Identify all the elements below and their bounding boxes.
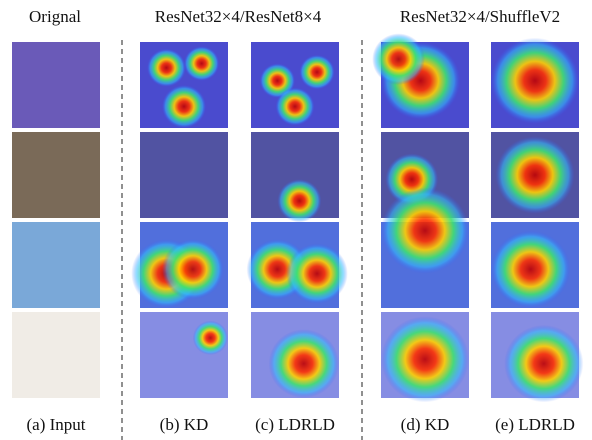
image-cell	[381, 312, 469, 402]
heatmap-spot	[193, 321, 228, 355]
image-cell	[140, 132, 228, 218]
captions: (a) Input (b) KD (c) LDRLD (d) KD (e) LDRLD	[26, 415, 574, 434]
image-cell	[12, 312, 100, 398]
image	[12, 42, 100, 128]
image-cell	[247, 222, 348, 308]
heatmap-base	[140, 132, 228, 218]
caption: (c) LDRLD	[255, 415, 335, 434]
image-cell	[491, 222, 579, 308]
heatmap-spot	[162, 85, 206, 128]
image-cell	[12, 222, 100, 308]
heatmap-spot	[269, 329, 339, 398]
heatmap-spot	[491, 231, 570, 308]
page: Orignal ResNet32×4/ResNet8×4 ResNet32×4/…	[0, 0, 592, 440]
header: Orignal	[29, 7, 81, 26]
caption: (d) KD	[401, 415, 450, 434]
figure: Orignal ResNet32×4/ResNet8×4 ResNet32×4/…	[0, 0, 592, 440]
image	[12, 132, 100, 218]
image	[12, 222, 100, 308]
image-cell	[491, 38, 579, 128]
heatmap-spot	[277, 179, 321, 222]
heatmap-spot	[162, 239, 224, 299]
caption: (e) LDRLD	[495, 415, 575, 434]
heatmap-spot	[504, 325, 583, 402]
image-cell	[491, 132, 579, 218]
heatmap-spot	[147, 49, 186, 87]
image-cell	[251, 312, 339, 398]
image-cell	[491, 312, 583, 402]
image-cell	[140, 312, 228, 398]
image	[12, 312, 100, 398]
heatmap-spot	[495, 136, 574, 213]
image-cell	[251, 132, 339, 222]
image-cell	[251, 42, 339, 128]
heatmap-spot	[372, 33, 425, 85]
header: ResNet32×4/ResNet8×4	[155, 7, 322, 26]
image-cell	[140, 42, 228, 128]
image-grid	[12, 33, 583, 402]
caption: (b) KD	[160, 415, 209, 434]
image-cell	[131, 222, 228, 308]
heatmap-spot	[299, 55, 334, 89]
heatmap-spot	[381, 316, 469, 402]
heatmap-spot	[491, 38, 579, 124]
image-cell	[372, 33, 469, 128]
image-cell	[12, 42, 100, 128]
heatmap-spot	[286, 244, 348, 304]
heatmap-spot	[184, 46, 219, 80]
image-cell	[381, 188, 469, 308]
image-cell	[12, 132, 100, 218]
heatmap-spot	[276, 88, 315, 126]
caption: (a) Input	[26, 415, 85, 434]
header: ResNet32×4/ShuffleV2	[400, 7, 560, 26]
heatmap-spot	[381, 188, 469, 274]
